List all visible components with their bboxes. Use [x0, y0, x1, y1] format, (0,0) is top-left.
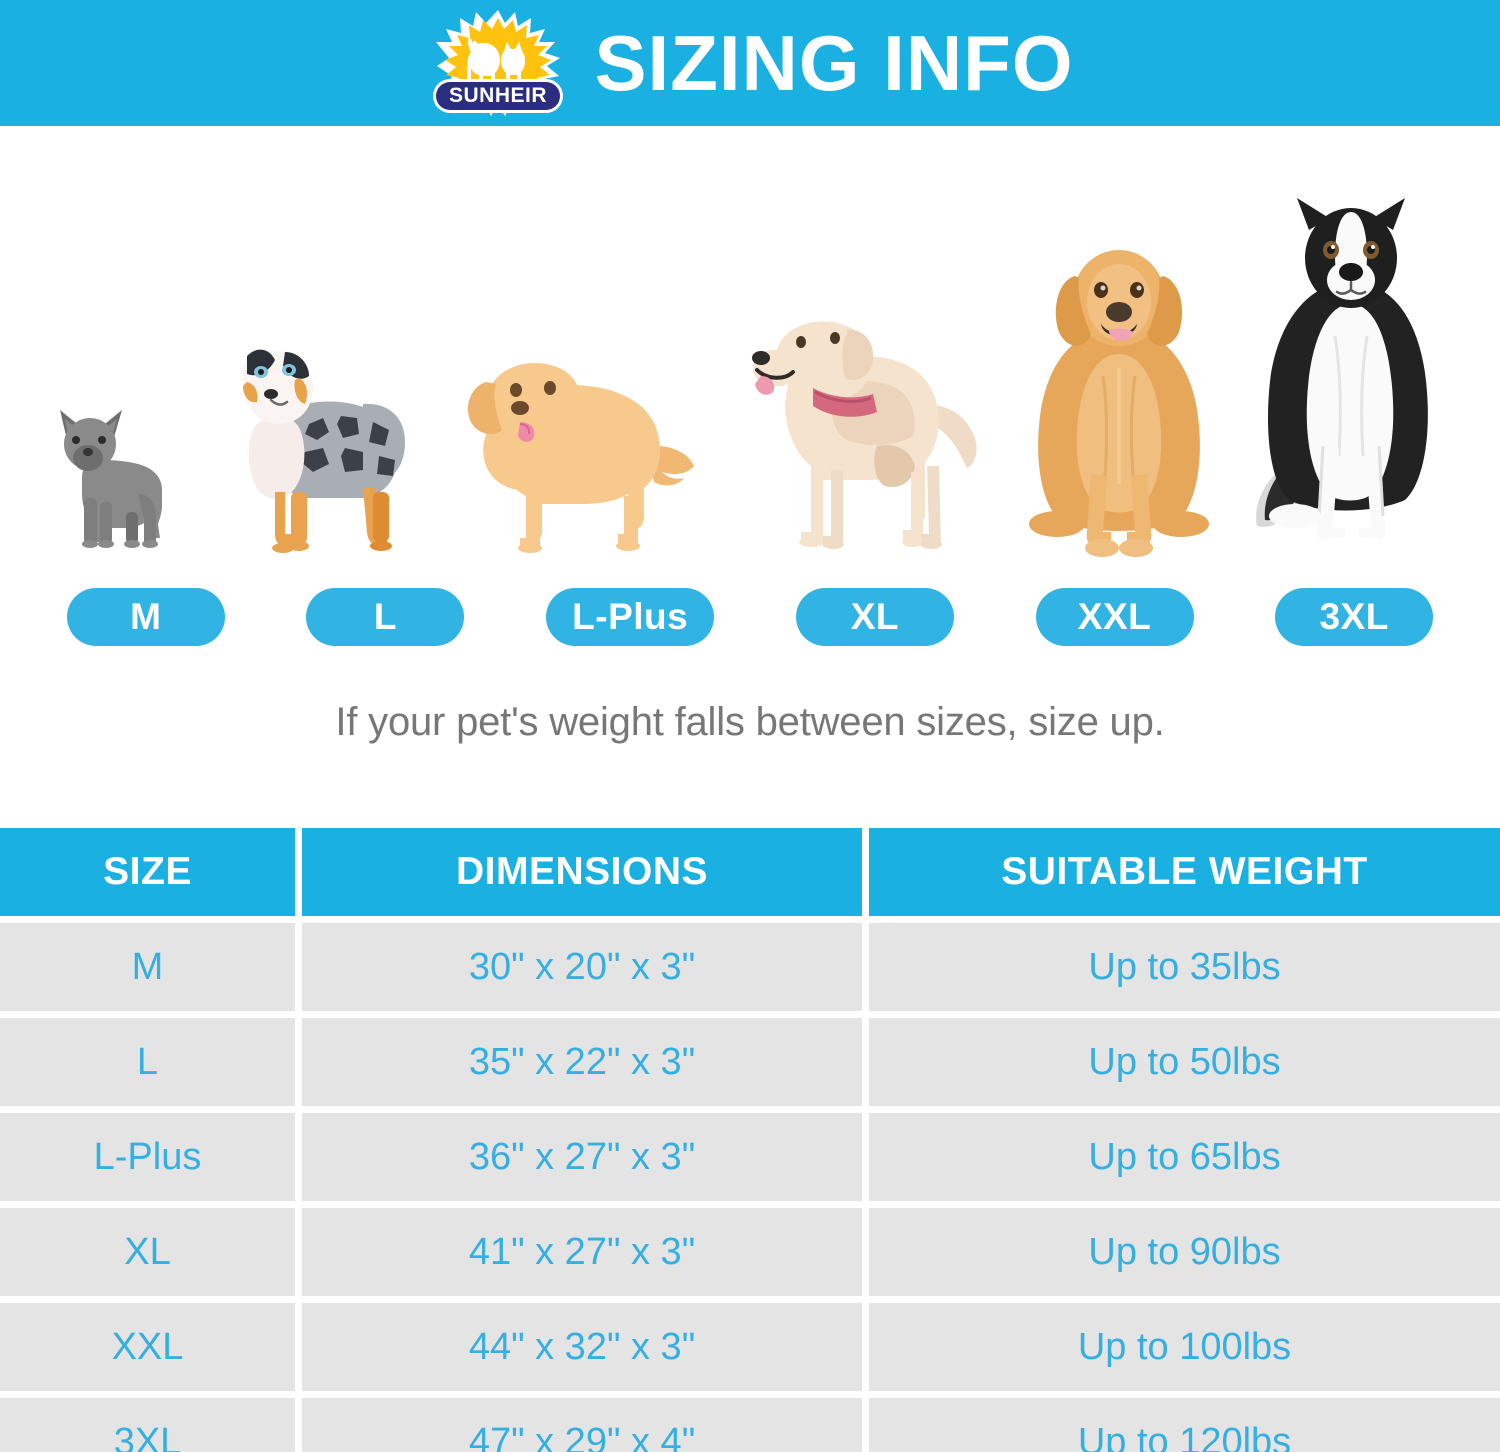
- size-badges-row: M L L-Plus XL XXL 3XL: [0, 586, 1500, 648]
- cell-dimensions: 30" x 20" x 3": [302, 923, 862, 1011]
- page-header: SUNHEIR SIZING INFO: [0, 0, 1500, 126]
- table-row: M 30" x 20" x 3" Up to 35lbs: [0, 923, 1500, 1011]
- cell-weight: Up to 50lbs: [869, 1018, 1500, 1106]
- golden-retriever-sitting-icon: [1028, 250, 1209, 557]
- cell-size: L-Plus: [0, 1113, 295, 1201]
- cell-size: L: [0, 1018, 295, 1106]
- table-row: L-Plus 36" x 27" x 3" Up to 65lbs: [0, 1113, 1500, 1201]
- dog-illustration-l: [213, 316, 413, 566]
- logo-brand-text: SUNHEIR: [448, 84, 546, 107]
- logo-dog-icon: [466, 37, 500, 86]
- page-title: SIZING INFO: [594, 19, 1074, 107]
- table-row: XL 41" x 27" x 3" Up to 90lbs: [0, 1208, 1500, 1296]
- dog-illustration-m: [38, 386, 188, 566]
- sizing-table: SIZE DIMENSIONS SUITABLE WEIGHT M 30" x …: [0, 828, 1500, 1452]
- cell-dimensions: 44" x 32" x 3": [302, 1303, 862, 1391]
- size-badge-xxl[interactable]: XXL: [1035, 588, 1194, 646]
- dog-illustration-l-plus: [438, 326, 703, 566]
- dog-illustrations-row: [0, 126, 1500, 576]
- french-bulldog-icon: [60, 410, 163, 548]
- cell-dimensions: 36" x 27" x 3": [302, 1113, 862, 1201]
- dog-illustration-xxl: [1017, 236, 1222, 566]
- size-badge-m[interactable]: M: [66, 588, 225, 646]
- golden-retriever-flat-icon: [467, 362, 694, 553]
- size-badge-l[interactable]: L: [306, 588, 465, 646]
- column-header-size: SIZE: [0, 828, 295, 916]
- cell-size: M: [0, 923, 295, 1011]
- labrador-retriever-icon: [752, 321, 977, 549]
- logo-sunburst-icon: SUNHEIR: [432, 10, 563, 116]
- cell-dimensions: 35" x 22" x 3": [302, 1018, 862, 1106]
- cell-weight: Up to 100lbs: [869, 1303, 1500, 1391]
- logo-cat-icon: [500, 42, 525, 86]
- table-body: M 30" x 20" x 3" Up to 35lbs L 35" x 22"…: [0, 923, 1500, 1452]
- australian-shepherd-icon: [242, 349, 405, 553]
- size-badge-l-plus[interactable]: L-Plus: [546, 588, 715, 646]
- cell-weight: Up to 65lbs: [869, 1113, 1500, 1201]
- column-header-dimensions: DIMENSIONS: [302, 828, 862, 916]
- sunheir-logo: SUNHEIR: [427, 9, 569, 117]
- size-badge-3xl[interactable]: 3XL: [1275, 588, 1434, 646]
- column-header-weight: SUITABLE WEIGHT: [869, 828, 1500, 916]
- cell-size: XXL: [0, 1303, 295, 1391]
- cell-weight: Up to 90lbs: [869, 1208, 1500, 1296]
- table-header-row: SIZE DIMENSIONS SUITABLE WEIGHT: [0, 828, 1500, 916]
- dog-illustration-xl: [727, 286, 992, 566]
- border-collie-sitting-icon: [1255, 198, 1428, 555]
- dog-illustration-3xl: [1247, 196, 1462, 566]
- table-row: 3XL 47" x 29" x 4" Up to 120lbs: [0, 1398, 1500, 1452]
- cell-weight: Up to 35lbs: [869, 923, 1500, 1011]
- size-badge-xl[interactable]: XL: [795, 588, 954, 646]
- cell-weight: Up to 120lbs: [869, 1398, 1500, 1452]
- cell-dimensions: 47" x 29" x 4": [302, 1398, 862, 1452]
- table-row: XXL 44" x 32" x 3" Up to 100lbs: [0, 1303, 1500, 1391]
- cell-size: XL: [0, 1208, 295, 1296]
- cell-dimensions: 41" x 27" x 3": [302, 1208, 862, 1296]
- table-row: L 35" x 22" x 3" Up to 50lbs: [0, 1018, 1500, 1106]
- sizing-note: If your pet's weight falls between sizes…: [335, 700, 1165, 744]
- cell-size: 3XL: [0, 1398, 295, 1452]
